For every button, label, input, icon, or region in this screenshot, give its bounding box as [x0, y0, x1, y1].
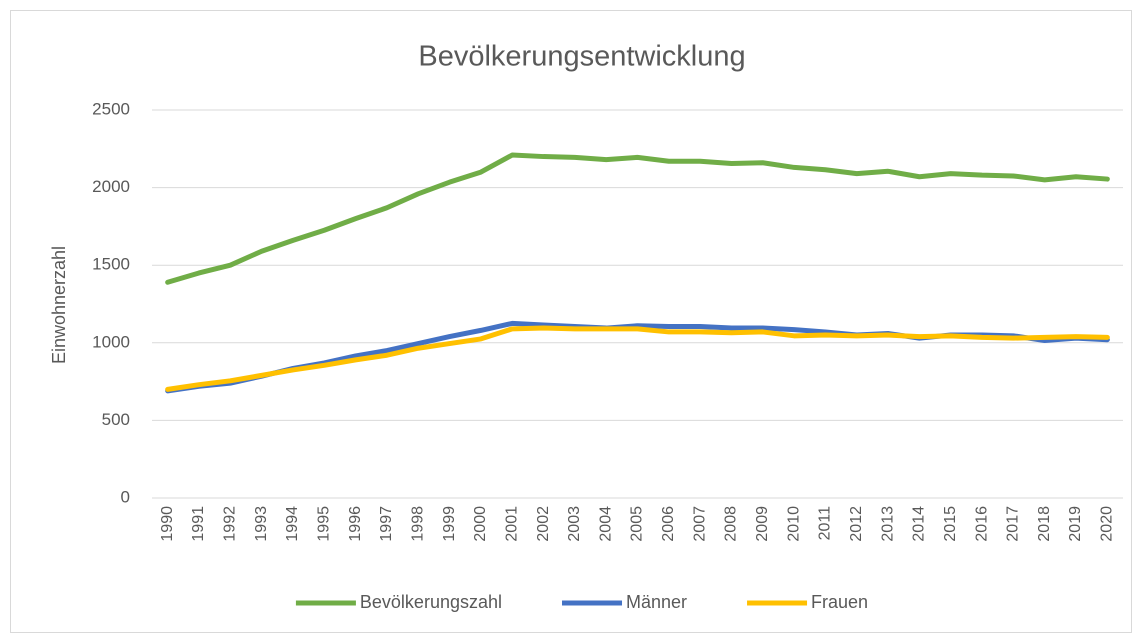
legend-label: Frauen [811, 592, 868, 612]
legend-label: Männer [626, 592, 687, 612]
series-line [165, 152, 1110, 285]
x-tick-label: 1991 [190, 506, 207, 542]
y-tick-label: 1000 [92, 332, 130, 351]
series-line [165, 325, 1110, 392]
chart-border [10, 10, 1132, 633]
x-tick-label: 1999 [441, 506, 458, 542]
y-tick-label: 0 [121, 487, 130, 506]
x-tick-label: 1993 [253, 506, 270, 542]
y-tick-label: 2500 [92, 99, 130, 118]
x-tick-label: 2004 [597, 506, 614, 542]
x-tick-label: 2003 [566, 506, 583, 542]
x-tick-label: 2010 [785, 506, 802, 542]
x-tick-label: 1996 [347, 506, 364, 542]
x-tick-label: 2008 [723, 506, 740, 542]
x-tick-label: 2000 [472, 506, 489, 542]
x-tick-label: 2011 [817, 506, 834, 541]
x-tick-label: 2015 [942, 506, 959, 542]
x-tick-label: 2012 [848, 506, 865, 542]
x-tick-label: 2007 [691, 506, 708, 542]
x-tick-label: 2005 [629, 506, 646, 542]
x-tick-label: 2018 [1036, 506, 1053, 542]
x-tick-label: 2001 [503, 506, 520, 542]
x-tick-label: 1997 [378, 506, 395, 542]
x-tick-label: 2009 [754, 506, 771, 542]
x-tick-label: 1990 [159, 506, 176, 542]
x-tick-label: 2014 [911, 506, 928, 542]
chart-title: Bevölkerungsentwicklung [418, 41, 745, 73]
y-tick-label: 2000 [92, 177, 130, 196]
x-tick-label: 1998 [409, 506, 426, 542]
x-tick-label: 2016 [973, 506, 990, 542]
x-tick-label: 2006 [660, 506, 677, 542]
x-tick-label: 1995 [315, 506, 332, 542]
y-axis-label: Einwohnerzahl [49, 246, 69, 364]
x-tick-label: 2019 [1067, 506, 1084, 542]
x-tick-label: 1992 [222, 506, 239, 542]
x-tick-label: 2017 [1005, 506, 1022, 542]
y-tick-label: 500 [102, 410, 130, 429]
x-tick-label: 1994 [284, 506, 301, 542]
x-tick-label: 2013 [879, 506, 896, 542]
y-tick-label: 1500 [92, 255, 130, 274]
legend-label: Bevölkerungszahl [360, 592, 502, 612]
x-tick-label: 2020 [1099, 506, 1116, 542]
x-tick-label: 2002 [535, 506, 552, 542]
